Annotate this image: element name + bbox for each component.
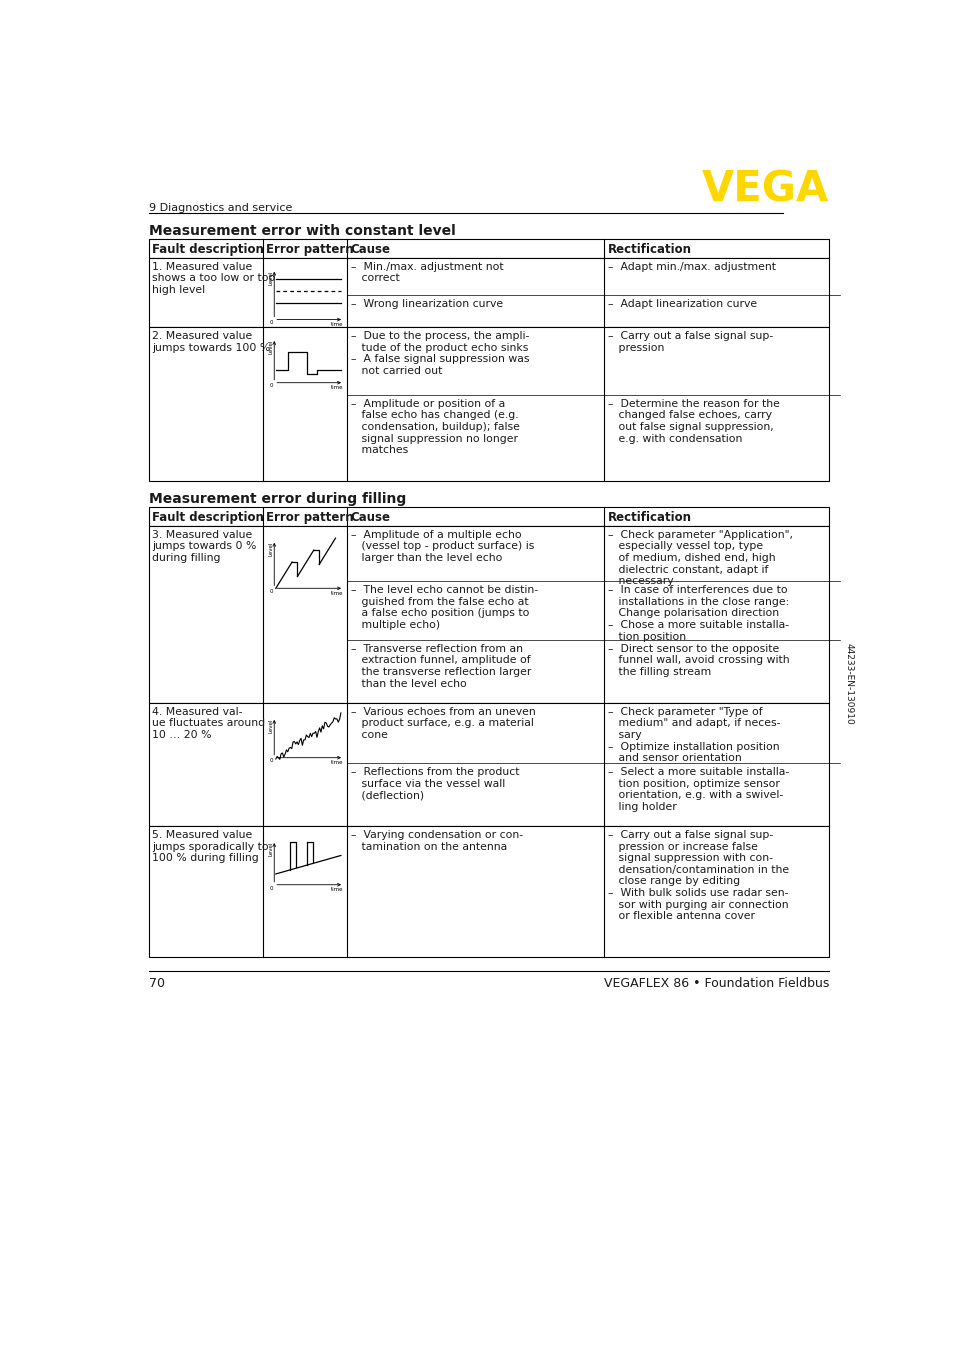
Text: VEGAFLEX 86 • Foundation Fieldbus: VEGAFLEX 86 • Foundation Fieldbus bbox=[603, 978, 828, 990]
Text: 44233-EN-130910: 44233-EN-130910 bbox=[844, 643, 853, 724]
Text: Cause: Cause bbox=[350, 244, 390, 256]
Text: –  In case of interferences due to
   installations in the close range:
   Chang: – In case of interferences due to instal… bbox=[608, 585, 789, 642]
Text: Error pattern: Error pattern bbox=[266, 244, 354, 256]
Text: time: time bbox=[331, 760, 343, 765]
Text: Level: Level bbox=[268, 340, 274, 353]
Text: 0: 0 bbox=[270, 886, 274, 891]
Text: Level: Level bbox=[268, 271, 274, 284]
Text: 3. Measured value
jumps towards 0 %
during filling: 3. Measured value jumps towards 0 % duri… bbox=[152, 529, 256, 563]
Text: –  Transverse reflection from an
   extraction funnel, amplitude of
   the trans: – Transverse reflection from an extracti… bbox=[351, 643, 531, 689]
Text: –  Amplitude of a multiple echo
   (vessel top - product surface) is
   larger t: – Amplitude of a multiple echo (vessel t… bbox=[351, 529, 534, 563]
Text: Measurement error during filling: Measurement error during filling bbox=[149, 492, 406, 506]
Text: –  Select a more suitable installa-
   tion position, optimize sensor
   orienta: – Select a more suitable installa- tion … bbox=[608, 766, 789, 812]
Text: 0: 0 bbox=[270, 321, 274, 325]
Text: –  Due to the process, the ampli-
   tude of the product echo sinks
–  A false s: – Due to the process, the ampli- tude of… bbox=[351, 332, 529, 376]
Text: Level: Level bbox=[268, 542, 274, 555]
Bar bbox=[149, 328, 828, 481]
Text: –  Direct sensor to the opposite
   funnel wall, avoid crossing with
   the fill: – Direct sensor to the opposite funnel w… bbox=[608, 643, 789, 677]
Text: Error pattern: Error pattern bbox=[266, 512, 354, 524]
Text: time: time bbox=[331, 385, 343, 390]
Bar bbox=[149, 259, 828, 328]
Text: Fault description: Fault description bbox=[152, 244, 263, 256]
Text: 0: 0 bbox=[270, 383, 274, 389]
Text: time: time bbox=[331, 887, 343, 892]
Text: –  Min./max. adjustment not
   correct: – Min./max. adjustment not correct bbox=[351, 261, 503, 283]
Text: –  Carry out a false signal sup-
   pression: – Carry out a false signal sup- pression bbox=[608, 332, 773, 352]
Text: 70: 70 bbox=[149, 978, 165, 990]
Text: –  Varying condensation or con-
   tamination on the antenna: – Varying condensation or con- taminatio… bbox=[351, 830, 522, 852]
Text: –  Check parameter "Type of
   medium" and adapt, if neces-
   sary
–  Optimize : – Check parameter "Type of medium" and a… bbox=[608, 707, 780, 764]
Text: 9 Diagnostics and service: 9 Diagnostics and service bbox=[149, 203, 292, 213]
Text: –  Wrong linearization curve: – Wrong linearization curve bbox=[351, 299, 502, 309]
Bar bbox=[149, 508, 828, 525]
Text: Measurement error with constant level: Measurement error with constant level bbox=[149, 223, 455, 238]
Text: VEGA: VEGA bbox=[701, 169, 828, 211]
Text: Fault description: Fault description bbox=[152, 512, 263, 524]
Text: 0: 0 bbox=[270, 758, 274, 764]
Text: –  Check parameter "Application",
   especially vessel top, type
   of medium, d: – Check parameter "Application", especia… bbox=[608, 529, 793, 586]
Bar bbox=[149, 826, 828, 957]
Text: Level: Level bbox=[268, 842, 274, 856]
Text: time: time bbox=[331, 590, 343, 596]
Bar bbox=[149, 525, 828, 703]
Text: –  Amplitude or position of a
   false echo has changed (e.g.
   condensation, b: – Amplitude or position of a false echo … bbox=[351, 399, 519, 455]
Bar bbox=[149, 240, 828, 259]
Text: –  Carry out a false signal sup-
   pression or increase false
   signal suppres: – Carry out a false signal sup- pression… bbox=[608, 830, 788, 921]
Text: 2. Measured value
jumps towards 100 %: 2. Measured value jumps towards 100 % bbox=[152, 332, 270, 352]
Text: –  Adapt linearization curve: – Adapt linearization curve bbox=[608, 299, 757, 309]
Text: –  Reflections from the product
   surface via the vessel wall
   (deflection): – Reflections from the product surface v… bbox=[351, 766, 519, 800]
Text: Rectification: Rectification bbox=[607, 512, 691, 524]
Text: –  The level echo cannot be distin-
   guished from the false echo at
   a false: – The level echo cannot be distin- guish… bbox=[351, 585, 537, 630]
Bar bbox=[149, 703, 828, 826]
Text: Cause: Cause bbox=[350, 512, 390, 524]
Text: 0: 0 bbox=[270, 589, 274, 594]
Text: –  Determine the reason for the
   changed false echoes, carry
   out false sign: – Determine the reason for the changed f… bbox=[608, 399, 780, 444]
Text: Level: Level bbox=[268, 719, 274, 733]
Text: 5. Measured value
jumps sporadically to
100 % during filling: 5. Measured value jumps sporadically to … bbox=[152, 830, 268, 864]
Text: 4. Measured val-
ue fluctuates around
10 … 20 %: 4. Measured val- ue fluctuates around 10… bbox=[152, 707, 265, 741]
Text: –  Adapt min./max. adjustment: – Adapt min./max. adjustment bbox=[608, 261, 776, 272]
Text: time: time bbox=[331, 322, 343, 326]
Text: Rectification: Rectification bbox=[607, 244, 691, 256]
Text: –  Various echoes from an uneven
   product surface, e.g. a material
   cone: – Various echoes from an uneven product … bbox=[351, 707, 536, 741]
Text: 1. Measured value
shows a too low or too
high level: 1. Measured value shows a too low or too… bbox=[152, 261, 274, 295]
